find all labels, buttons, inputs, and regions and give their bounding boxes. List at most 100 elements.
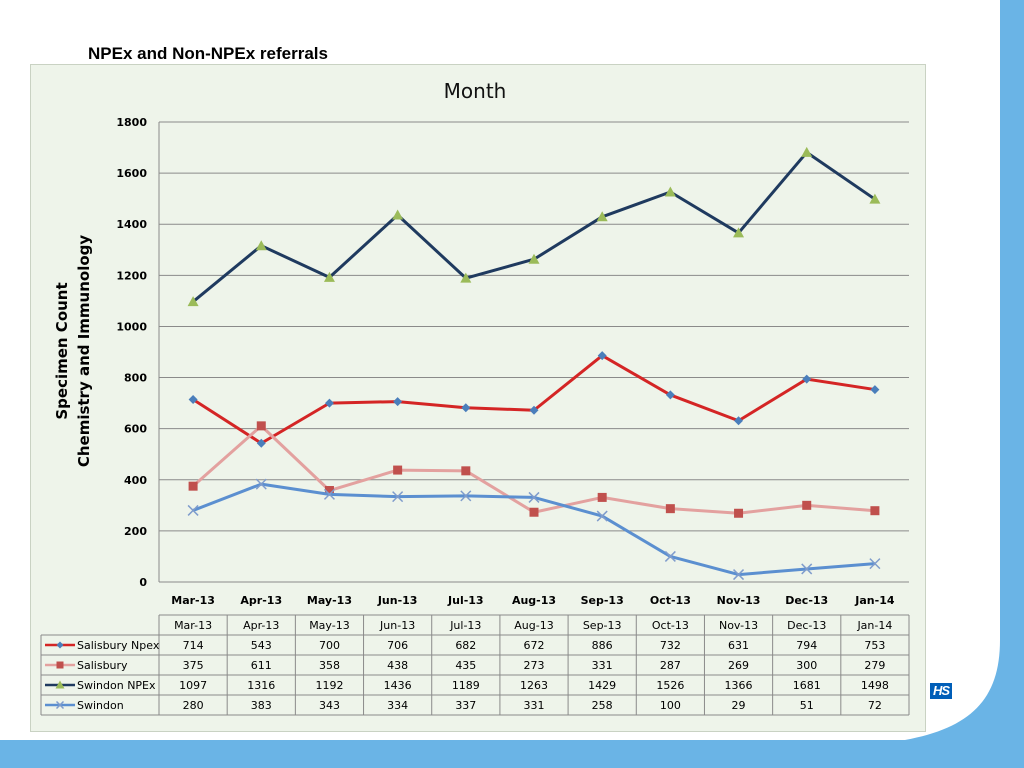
x-tick-label: Sep-13: [581, 594, 624, 607]
data-point: [393, 397, 403, 407]
table-cell: 375: [183, 659, 204, 672]
table-cell: 72: [868, 699, 882, 712]
data-point: [596, 510, 608, 522]
table-cell: 1498: [861, 679, 889, 692]
table-cell: 287: [660, 659, 681, 672]
chart-title: Month: [444, 79, 507, 103]
data-point: [801, 146, 813, 157]
y-axis-label-line-1: Specimen Count: [53, 282, 71, 419]
data-point: [597, 492, 607, 502]
data-point: [323, 488, 335, 500]
data-point: [665, 504, 675, 514]
table-cell: 1189: [452, 679, 480, 692]
data-point: [392, 209, 404, 220]
table-cell: 280: [183, 699, 204, 712]
y-tick-label: 1400: [116, 218, 147, 231]
data-point: [393, 465, 403, 475]
legend-key: [45, 680, 75, 689]
table-header-cell: Jul-13: [449, 619, 481, 632]
data-point: [256, 438, 266, 448]
table-cell: 1192: [315, 679, 343, 692]
table-cell: 358: [319, 659, 340, 672]
table-cell: 343: [319, 699, 340, 712]
x-tick-label: Nov-13: [717, 594, 761, 607]
table-cell: 1366: [725, 679, 753, 692]
table-cell: 331: [592, 659, 613, 672]
table-cell: 383: [251, 699, 272, 712]
data-point: [665, 390, 675, 400]
table-cell: 714: [183, 639, 204, 652]
data-point: [528, 253, 540, 264]
y-tick-label: 0: [139, 576, 147, 589]
data-point: [460, 272, 472, 283]
table-cell: 1681: [793, 679, 821, 692]
data-point: [869, 558, 881, 570]
x-tick-label: Jan-14: [854, 594, 895, 607]
table-cell: 753: [864, 639, 885, 652]
legend-key: [45, 641, 75, 649]
data-point: [529, 507, 539, 517]
y-tick-label: 800: [124, 372, 147, 385]
chart-frame[interactable]: 0 200 400 600 800 1000 1200 1400 1600 1800 Mar-13…: [30, 64, 926, 732]
data-point: [870, 385, 880, 395]
data-point: [801, 563, 813, 575]
table-cell: 29: [732, 699, 746, 712]
y-axis-label-line-2: Chemistry and Immunology: [75, 235, 93, 468]
table-cell: 300: [796, 659, 817, 672]
y-tick-label: 200: [124, 525, 147, 538]
data-point: [55, 700, 65, 710]
table-cell: 706: [387, 639, 408, 652]
data-point: [323, 271, 335, 282]
table-cell: 100: [660, 699, 681, 712]
table-cell: 1429: [588, 679, 616, 692]
data-point: [733, 227, 745, 238]
table-header-cell: Sep-13: [583, 619, 622, 632]
data-point: [392, 491, 404, 503]
data-point: [56, 661, 64, 669]
table-cell: 334: [387, 699, 408, 712]
data-point: [528, 491, 540, 503]
series-line: [192, 150, 876, 303]
data-point: [324, 398, 334, 408]
data-point: [461, 466, 471, 476]
table-cell: 269: [728, 659, 749, 672]
table-header-cell: Mar-13: [174, 619, 212, 632]
table-cell: 1526: [656, 679, 684, 692]
table-series-name: Swindon NPEx: [77, 679, 156, 692]
y-tick-label: 1200: [116, 269, 147, 282]
x-tick-label: Oct-13: [650, 594, 691, 607]
data-point: [324, 486, 334, 496]
table-cell: 794: [796, 639, 817, 652]
table-cell: 273: [524, 659, 545, 672]
data-point: [733, 569, 745, 581]
data-point: [870, 506, 880, 516]
y-tick-label: 1600: [116, 167, 147, 180]
slide-title: NPEx and Non-NPEx referrals: [88, 44, 328, 63]
y-tick-label: 1000: [116, 320, 147, 333]
table-cell: 337: [455, 699, 476, 712]
data-point: [188, 395, 198, 405]
table-cell: 258: [592, 699, 613, 712]
table-cell: 682: [455, 639, 476, 652]
table-header-cell: Aug-13: [514, 619, 553, 632]
y-tick-label: 600: [124, 423, 147, 436]
data-point: [734, 508, 744, 518]
y-tick-label: 400: [124, 474, 147, 487]
table-header-cell: Oct-13: [652, 619, 689, 632]
legend-key: [45, 661, 75, 669]
table-cell: 631: [728, 639, 749, 652]
data-point: [802, 500, 812, 510]
table-cell: 543: [251, 639, 272, 652]
table-cell: 331: [524, 699, 545, 712]
table-cell: 1097: [179, 679, 207, 692]
x-tick-label: Jul-13: [447, 594, 484, 607]
y-axis: 0 200 400 600 800 1000 1200 1400 1600 1800: [116, 116, 160, 589]
table-cell: 435: [455, 659, 476, 672]
data-point: [869, 193, 881, 204]
table-cell: 700: [319, 639, 340, 652]
data-point: [187, 504, 199, 516]
table-series-name: Salisbury: [77, 659, 128, 672]
y-tick-label: 1800: [116, 116, 147, 129]
table-series-name: Swindon: [77, 699, 124, 712]
data-point: [596, 211, 608, 222]
